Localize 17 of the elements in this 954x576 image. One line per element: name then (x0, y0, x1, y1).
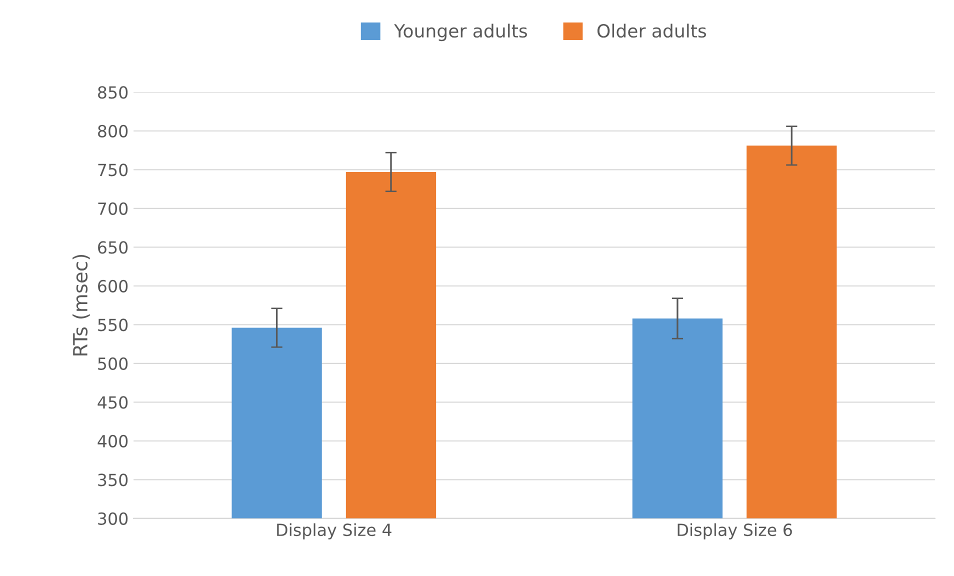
y-tick-label: 700 (98, 202, 128, 215)
y-tick-label: 300 (98, 512, 128, 525)
y-tick-label: 650 (98, 241, 128, 254)
y-tick-label: 350 (98, 474, 128, 486)
y-tick-label: 850 (98, 86, 128, 99)
y-tick-label: 400 (98, 434, 128, 448)
x-tick-label: Display Size 4 (277, 523, 392, 540)
y-tick-label: 450 (98, 396, 128, 409)
y-tick-label: 750 (98, 164, 128, 176)
x-tick-label: Display Size 6 (678, 523, 792, 540)
y-tick-label: 550 (98, 318, 128, 332)
legend-label: Older adults (597, 24, 706, 38)
y-tick-label: 500 (98, 357, 128, 370)
y-axis-title: RTs (msec) (72, 254, 90, 356)
legend-label: Younger adults (394, 24, 527, 42)
y-tick-label: 800 (98, 124, 128, 138)
y-tick-label: 600 (98, 280, 128, 292)
